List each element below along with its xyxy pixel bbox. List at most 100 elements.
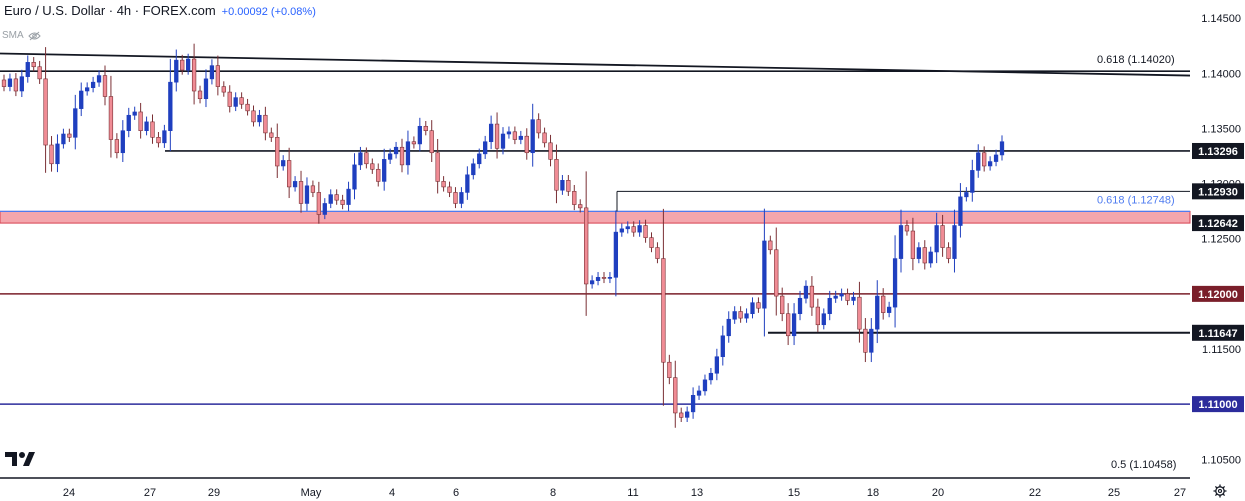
- candle-body: [417, 125, 422, 145]
- candle-body: [399, 146, 405, 166]
- tradingview-logo[interactable]: [4, 450, 36, 468]
- candle-body: [197, 90, 203, 100]
- x-tick-label: 24: [63, 487, 75, 499]
- candle-body: [239, 97, 244, 105]
- candle-body: [584, 207, 589, 285]
- candle-body: [714, 356, 719, 374]
- price-tag: [1192, 396, 1244, 413]
- candle-body: [993, 154, 999, 162]
- candle-body: [655, 247, 660, 259]
- candle-body: [786, 313, 791, 337]
- candle-body: [85, 87, 90, 92]
- indicator-legend[interactable]: SMA: [2, 30, 41, 41]
- candle-body: [61, 133, 66, 145]
- gear-icon[interactable]: [1213, 484, 1227, 498]
- candle-body: [477, 153, 482, 165]
- candle-body: [613, 231, 619, 278]
- candle-body: [601, 277, 607, 279]
- symbol-title[interactable]: Euro / U.S. Dollar · 4h · FOREX.com: [4, 3, 216, 18]
- y-tick-label: 1.11500: [1202, 344, 1241, 356]
- price-tag: [1192, 183, 1244, 200]
- x-tick-label: 22: [1029, 487, 1041, 499]
- candle-body: [156, 137, 161, 144]
- support-zone: [0, 210, 1191, 224]
- candle-body: [881, 295, 886, 313]
- candle-body: [916, 247, 921, 259]
- candle-body: [726, 318, 731, 337]
- candle-body: [578, 204, 583, 209]
- candle-body: [661, 258, 666, 363]
- candle-body: [221, 86, 226, 93]
- candle-body: [964, 192, 969, 198]
- price-change: +0.00092 (+0.08%): [221, 6, 316, 18]
- candle-body: [625, 226, 630, 230]
- candle-body: [108, 96, 114, 140]
- candle-body: [690, 395, 696, 413]
- candle-body: [79, 90, 84, 109]
- candle-body: [958, 196, 963, 226]
- candle-body: [744, 313, 749, 319]
- candle-body: [287, 160, 292, 188]
- candle-body: [96, 75, 102, 83]
- candle-body: [851, 296, 856, 301]
- candle-body: [679, 412, 684, 418]
- candle-body: [892, 258, 898, 308]
- candle-body: [447, 186, 452, 193]
- candle-body: [1, 79, 7, 87]
- candle-body: [970, 170, 975, 193]
- candle-body: [702, 379, 708, 392]
- candle-body: [453, 192, 458, 204]
- price-tag: [1192, 142, 1244, 159]
- candle-body: [316, 192, 321, 215]
- candle-body: [548, 142, 553, 160]
- candle-body: [209, 65, 215, 80]
- candle-body: [768, 240, 773, 251]
- candle-body: [465, 174, 470, 193]
- candle-body: [910, 230, 916, 259]
- candle-body: [203, 78, 209, 100]
- candle-body: [245, 103, 250, 112]
- candle-body: [292, 181, 298, 188]
- x-tick-label: 29: [208, 487, 220, 499]
- candle-body: [310, 185, 316, 193]
- candle-body: [346, 188, 351, 205]
- candle-body: [631, 226, 636, 233]
- candle-body: [387, 153, 393, 160]
- candle-body: [459, 192, 464, 204]
- candle-body: [90, 81, 96, 88]
- candle-body: [67, 133, 72, 138]
- eye-crossed-icon[interactable]: [27, 31, 41, 41]
- candle-body: [120, 130, 125, 154]
- candle-body: [376, 168, 381, 182]
- candle-body: [471, 163, 476, 176]
- y-tick-label: 1.14000: [1201, 68, 1241, 80]
- candle-body: [364, 152, 369, 165]
- candle-body: [827, 297, 832, 315]
- candle-body: [946, 247, 951, 259]
- candle-body: [227, 91, 232, 107]
- candle-body: [886, 306, 892, 313]
- candle-body: [233, 97, 238, 107]
- candle-body: [554, 159, 559, 191]
- candle-body: [732, 311, 737, 320]
- x-tick-label: 13: [691, 487, 703, 499]
- candle-body: [566, 180, 571, 192]
- candle-body: [411, 141, 417, 145]
- candle-body: [423, 125, 428, 131]
- candle-body: [429, 130, 434, 154]
- y-tick-label: 1.14500: [1201, 13, 1241, 25]
- candle-body: [809, 285, 815, 308]
- x-tick-label: 6: [453, 487, 459, 499]
- candle-body: [31, 62, 36, 68]
- candle-body: [49, 144, 54, 165]
- candle-body: [898, 225, 904, 259]
- x-tick-label: 20: [932, 487, 944, 499]
- x-tick-label: 8: [550, 487, 556, 499]
- candle-body: [174, 59, 179, 83]
- trendline: [0, 52, 1191, 77]
- candle-body: [999, 141, 1005, 156]
- candle-body: [685, 411, 690, 418]
- x-tick-label: May: [301, 487, 322, 499]
- candle-body: [518, 135, 523, 140]
